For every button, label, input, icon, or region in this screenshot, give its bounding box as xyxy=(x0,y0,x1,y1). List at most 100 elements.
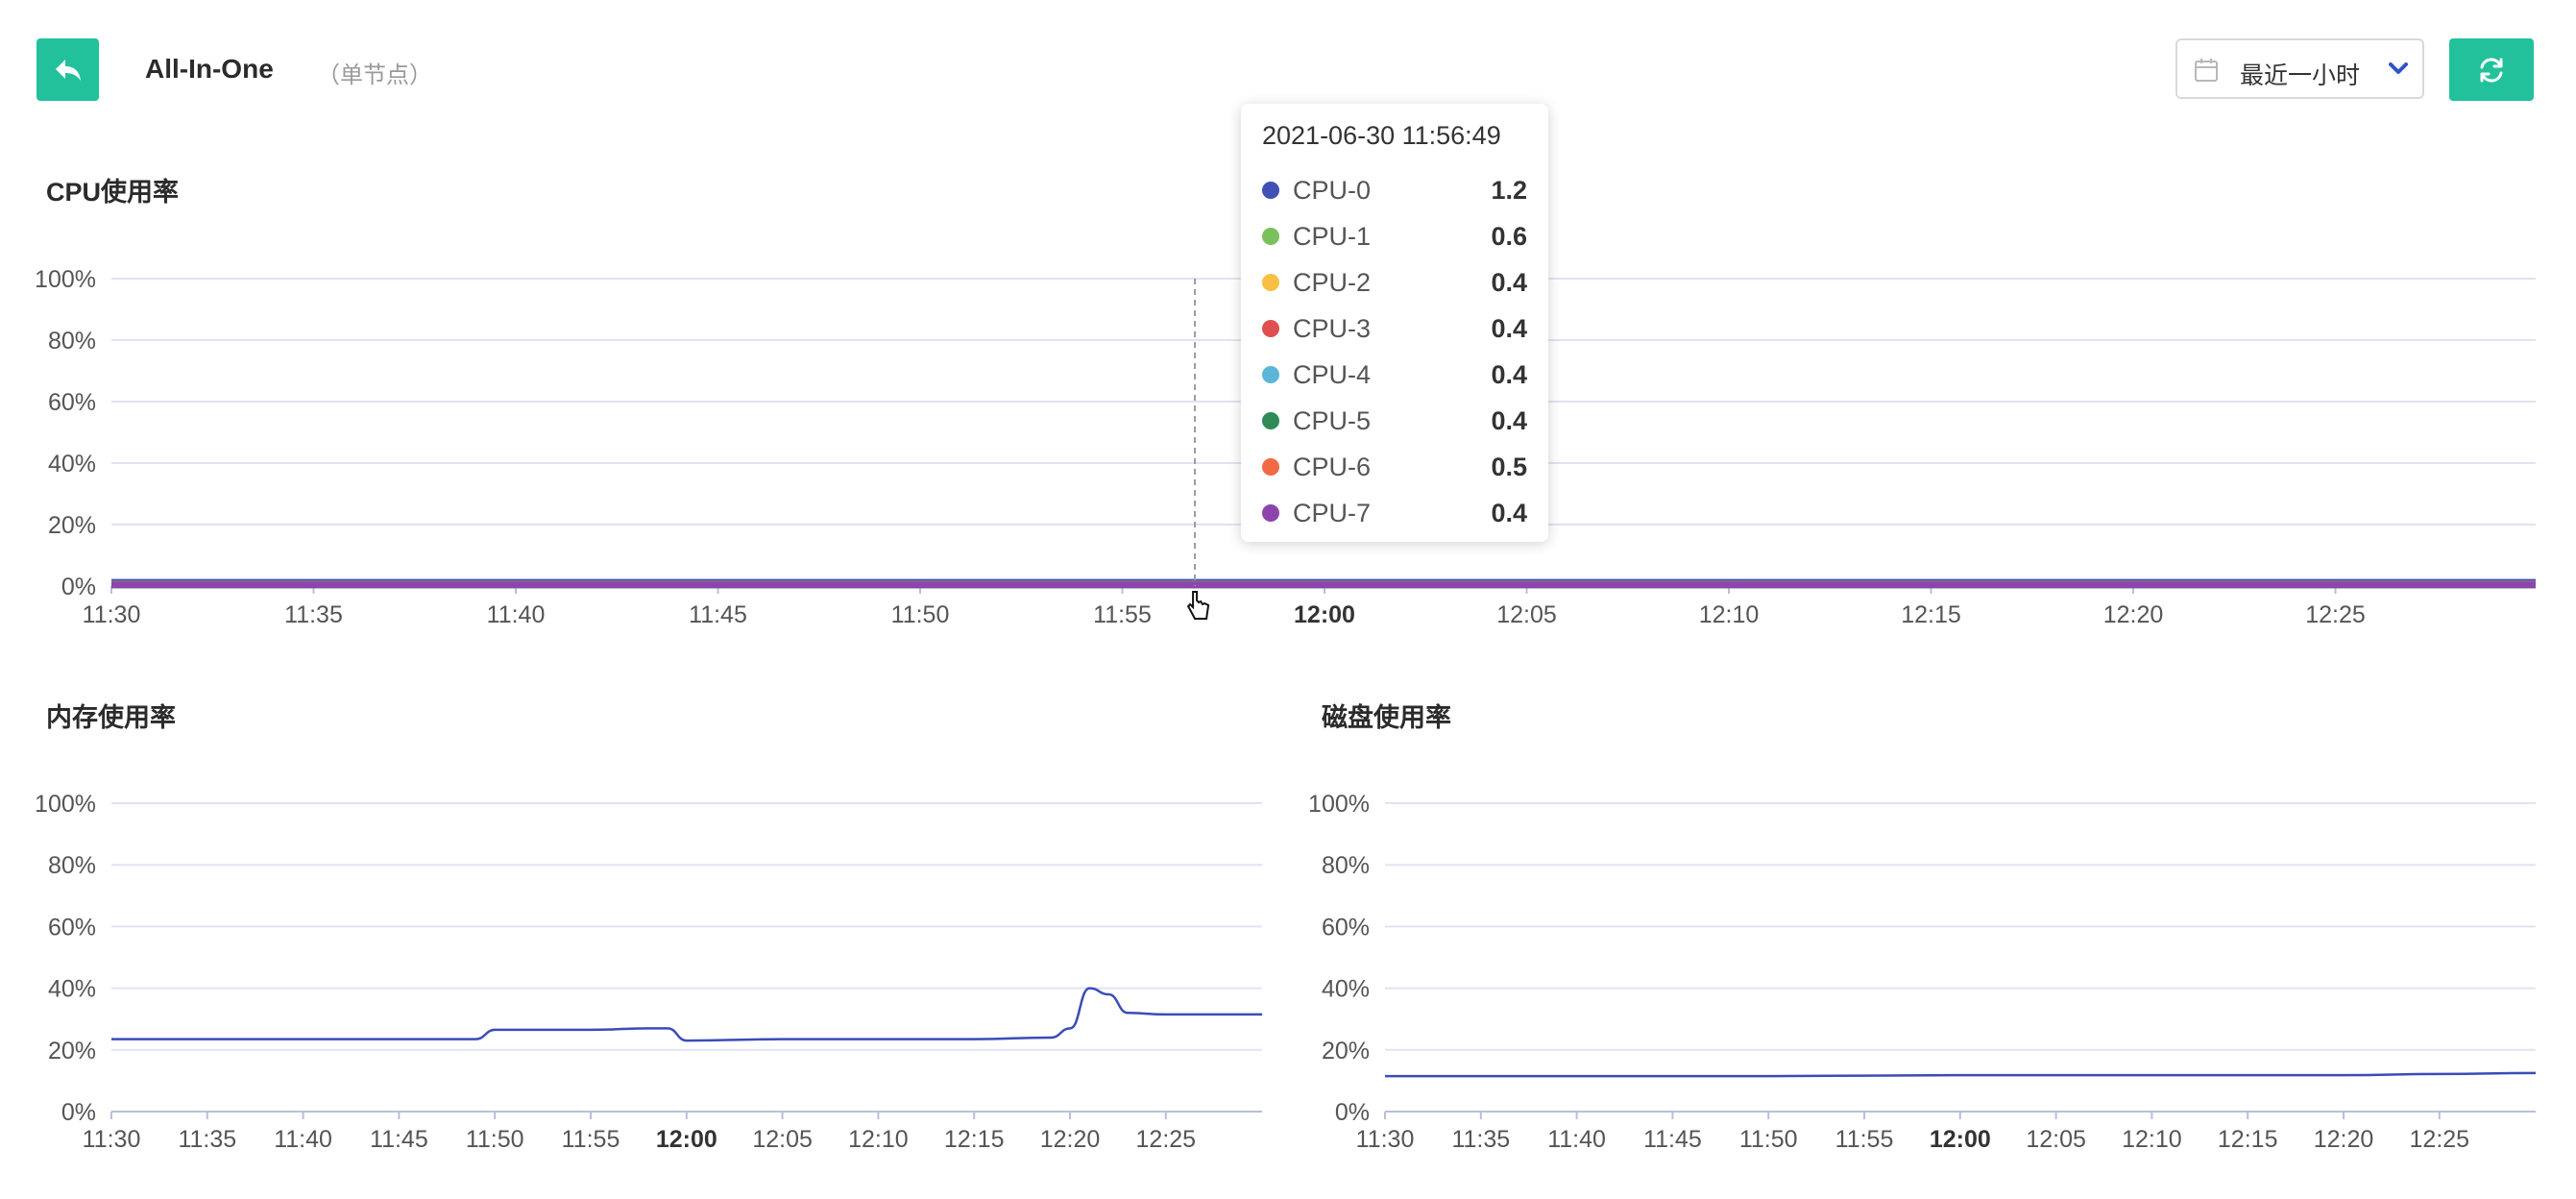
series-color-dot xyxy=(1262,274,1279,291)
tooltip-row: CPU-7 0.4 xyxy=(1262,490,1527,536)
x-tick-label: 12:15 xyxy=(2218,1126,2278,1153)
tooltip-row: CPU-0 1.2 xyxy=(1262,167,1527,213)
y-tick-label: 100% xyxy=(1308,791,1370,818)
tooltip-row: CPU-6 0.5 xyxy=(1262,444,1527,490)
x-tick-label: 12:05 xyxy=(752,1126,813,1153)
cpu-chart-title: CPU使用率 xyxy=(46,178,180,207)
y-tick-label: 40% xyxy=(48,976,96,1003)
y-tick-label: 60% xyxy=(1322,914,1370,941)
y-tick-label: 40% xyxy=(48,451,96,477)
series-color-dot xyxy=(1262,228,1279,245)
tooltip-row: CPU-1 0.6 xyxy=(1262,213,1527,259)
x-tick-label: 12:10 xyxy=(1699,601,1760,628)
x-tick-label: 12:00 xyxy=(656,1126,717,1153)
time-range-select[interactable]: 最近一小时 xyxy=(2175,38,2424,99)
y-tick-label: 0% xyxy=(1335,1099,1370,1126)
y-tick-label: 100% xyxy=(35,791,96,818)
x-tick-label: 11:40 xyxy=(1547,1126,1606,1153)
tooltip-series-name: CPU-2 xyxy=(1293,268,1372,297)
tooltip-series-value: 0.4 xyxy=(1491,314,1527,343)
y-tick-label: 0% xyxy=(61,1099,96,1126)
calendar-icon xyxy=(2195,59,2218,82)
series-color-dot xyxy=(1262,366,1279,383)
tooltip-series-value: 0.4 xyxy=(1491,268,1527,297)
tooltip-series-name: CPU-1 xyxy=(1293,222,1372,251)
y-tick-label: 40% xyxy=(1322,976,1370,1003)
x-tick-label: 11:55 xyxy=(562,1126,620,1153)
y-tick-label: 80% xyxy=(48,328,96,355)
refresh-icon xyxy=(2480,57,2503,83)
back-button[interactable] xyxy=(36,38,99,101)
tooltip-series-value: 0.4 xyxy=(1491,360,1527,389)
x-tick-label: 12:25 xyxy=(1136,1126,1197,1153)
x-tick-label: 12:15 xyxy=(1901,601,1961,628)
back-arrow-icon xyxy=(55,59,81,81)
x-tick-label: 11:50 xyxy=(1739,1126,1798,1153)
tooltip-series-value: 0.5 xyxy=(1491,453,1527,481)
tooltip-series-value: 0.6 xyxy=(1491,222,1527,251)
series-color-dot xyxy=(1262,458,1279,476)
x-tick-label: 11:55 xyxy=(1835,1126,1894,1153)
x-tick-label: 12:15 xyxy=(944,1126,1005,1153)
x-tick-label: 12:20 xyxy=(1040,1126,1101,1153)
hand-cursor-icon xyxy=(1186,591,1210,620)
x-tick-label: 11:45 xyxy=(370,1126,428,1153)
series-color-dot xyxy=(1262,320,1279,337)
tooltip-row: CPU-4 0.4 xyxy=(1262,352,1527,398)
series-color-dot xyxy=(1262,182,1279,199)
x-tick-label: 11:45 xyxy=(1643,1126,1702,1153)
y-tick-label: 60% xyxy=(48,389,96,416)
tooltip-series-value: 0.4 xyxy=(1491,406,1527,435)
x-tick-label: 12:10 xyxy=(2122,1126,2182,1153)
x-tick-label: 12:00 xyxy=(1294,601,1355,628)
cpu-tooltip: 2021-06-30 11:56:49 CPU-0 1.2 CPU-1 0.6 CPU-… xyxy=(1241,104,1548,542)
x-tick-label: 11:30 xyxy=(83,1126,141,1153)
x-tick-label: 11:35 xyxy=(284,601,343,628)
y-tick-label: 0% xyxy=(61,574,96,600)
series-line xyxy=(111,987,1262,1042)
x-tick-label: 12:00 xyxy=(1930,1126,1991,1153)
x-tick-label: 12:05 xyxy=(1496,601,1557,628)
tooltip-series-name: CPU-4 xyxy=(1293,360,1372,389)
x-tick-label: 11:35 xyxy=(1451,1126,1510,1153)
tooltip-time: 2021-06-30 11:56:49 xyxy=(1262,121,1501,150)
x-tick-label: 12:25 xyxy=(2305,601,2366,628)
x-tick-label: 11:35 xyxy=(178,1126,236,1153)
tooltip-series-value: 1.2 xyxy=(1491,176,1527,205)
tooltip-row: CPU-2 0.4 xyxy=(1262,259,1527,306)
x-tick-label: 12:25 xyxy=(2410,1126,2470,1153)
tooltip-series-name: CPU-0 xyxy=(1293,176,1372,205)
tooltip-series-name: CPU-7 xyxy=(1293,499,1372,527)
x-tick-label: 11:40 xyxy=(274,1126,332,1153)
y-tick-label: 20% xyxy=(1322,1038,1370,1064)
page-title: All-In-One xyxy=(145,54,274,84)
x-tick-label: 11:40 xyxy=(487,601,546,628)
page-subtitle: （单节点） xyxy=(317,62,432,88)
tooltip-series-name: CPU-5 xyxy=(1293,406,1372,435)
x-tick-label: 12:05 xyxy=(2026,1126,2086,1153)
y-tick-label: 20% xyxy=(48,512,96,539)
time-range-label: 最近一小时 xyxy=(2240,62,2361,89)
tooltip-series-value: 0.4 xyxy=(1491,499,1527,527)
chevron-down-icon xyxy=(2389,62,2408,74)
memory-chart-title: 内存使用率 xyxy=(46,703,176,732)
x-tick-label: 11:50 xyxy=(891,601,950,628)
x-tick-label: 12:20 xyxy=(2103,601,2164,628)
tooltip-series-name: CPU-6 xyxy=(1293,453,1372,481)
y-tick-label: 60% xyxy=(48,914,96,941)
x-tick-label: 11:55 xyxy=(1093,601,1152,628)
series-line xyxy=(1385,1071,2537,1078)
refresh-button[interactable] xyxy=(2449,38,2534,101)
tooltip-row: CPU-5 0.4 xyxy=(1262,398,1527,444)
x-tick-label: 12:10 xyxy=(848,1126,909,1153)
tooltip-row: CPU-3 0.4 xyxy=(1262,306,1527,352)
x-tick-label: 11:45 xyxy=(689,601,747,628)
y-tick-label: 80% xyxy=(1322,852,1370,879)
y-tick-label: 20% xyxy=(48,1038,96,1064)
y-tick-label: 100% xyxy=(35,266,96,293)
x-tick-label: 12:20 xyxy=(2314,1126,2374,1153)
series-color-dot xyxy=(1262,504,1279,522)
series-color-dot xyxy=(1262,412,1279,429)
disk-chart-title: 磁盘使用率 xyxy=(1322,703,1451,732)
